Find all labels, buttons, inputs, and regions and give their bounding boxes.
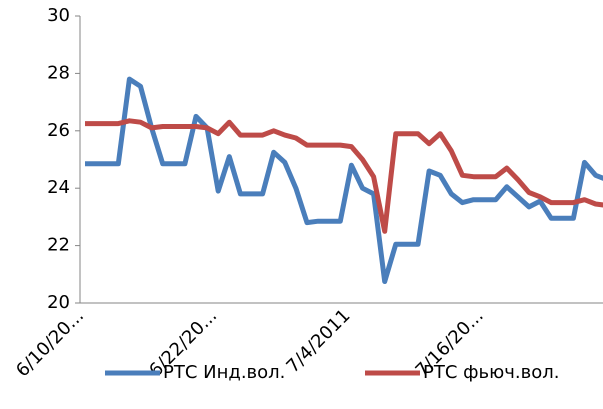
- data-line: [85, 118, 603, 234]
- y-tick-label: 26: [47, 120, 70, 141]
- plot-area: [85, 76, 603, 284]
- y-tick-label: 30: [47, 5, 70, 26]
- y-tick-label: 20: [47, 292, 70, 313]
- y-tick-label: 28: [47, 62, 70, 83]
- data-line: [85, 76, 603, 284]
- x-tick-label: 6/10/20...: [12, 305, 88, 381]
- y-tick-label: 24: [47, 177, 70, 198]
- x-tick-label: 7/4/2011: [282, 305, 354, 377]
- legend-label: РТС фьюч.вол.: [423, 362, 560, 383]
- legend-label: РТС Инд.вол.: [163, 362, 285, 383]
- y-tick-label: 22: [47, 235, 70, 256]
